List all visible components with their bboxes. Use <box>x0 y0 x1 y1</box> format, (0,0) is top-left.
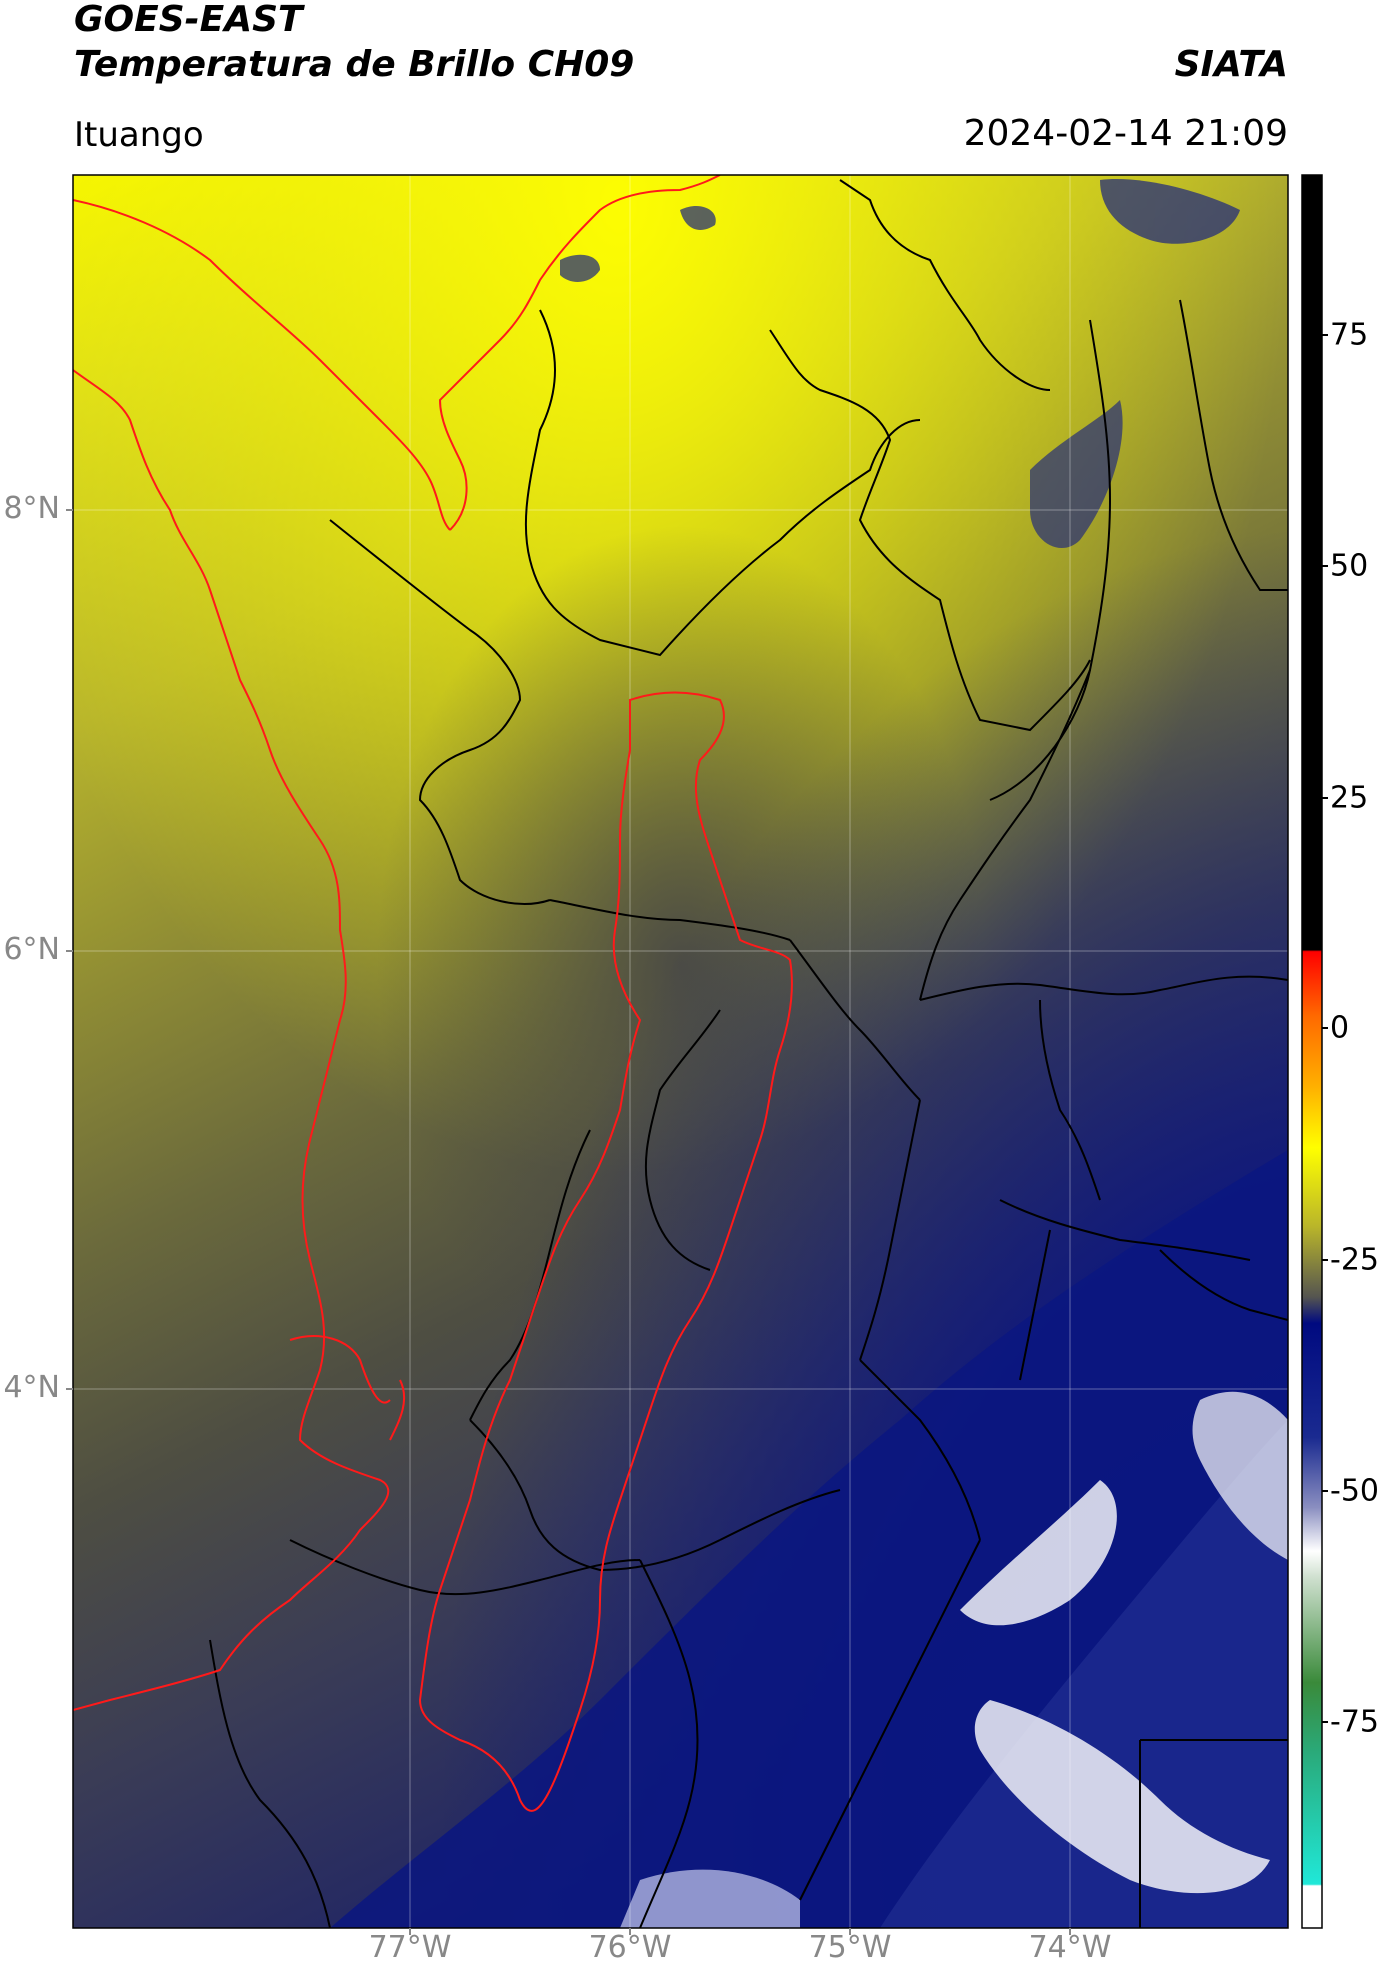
lon-label-77w: 77°W <box>368 1930 452 1965</box>
title-line-1: GOES-EAST <box>74 0 303 40</box>
region-label: Ituango <box>74 115 204 155</box>
colorbar <box>1301 174 1323 1929</box>
coastline-and-region-outline <box>73 175 793 1812</box>
lon-label-75w: 75°W <box>808 1930 892 1965</box>
lat-label-6n: 6°N <box>3 932 60 967</box>
colorbar-tick-minus-25: -25 <box>1330 1242 1379 1278</box>
department-boundaries <box>209 179 1288 1928</box>
lat-label-8n: 8°N <box>3 491 60 526</box>
brightness-temperature-field <box>73 175 1288 1928</box>
title-line-2: Temperatura de Brillo CH09 <box>74 44 635 85</box>
colorbar-tick-75: 75 <box>1330 317 1369 353</box>
lon-label-74w: 74°W <box>1028 1930 1112 1965</box>
lon-label-76w: 76°W <box>588 1930 672 1965</box>
colorbar-tick-25: 25 <box>1330 780 1369 816</box>
colorbar-tick-0: 0 <box>1330 1010 1350 1046</box>
lat-label-4n: 4°N <box>3 1370 60 1405</box>
colorbar-tick-50: 50 <box>1330 548 1369 584</box>
map-frame <box>72 174 1289 1929</box>
colorbar-tick-minus-75: -75 <box>1330 1704 1379 1740</box>
organization-label: SIATA <box>1174 44 1288 85</box>
colorbar-tick-minus-50: -50 <box>1330 1473 1379 1509</box>
timestamp-label: 2024-02-14 21:09 <box>963 113 1288 154</box>
